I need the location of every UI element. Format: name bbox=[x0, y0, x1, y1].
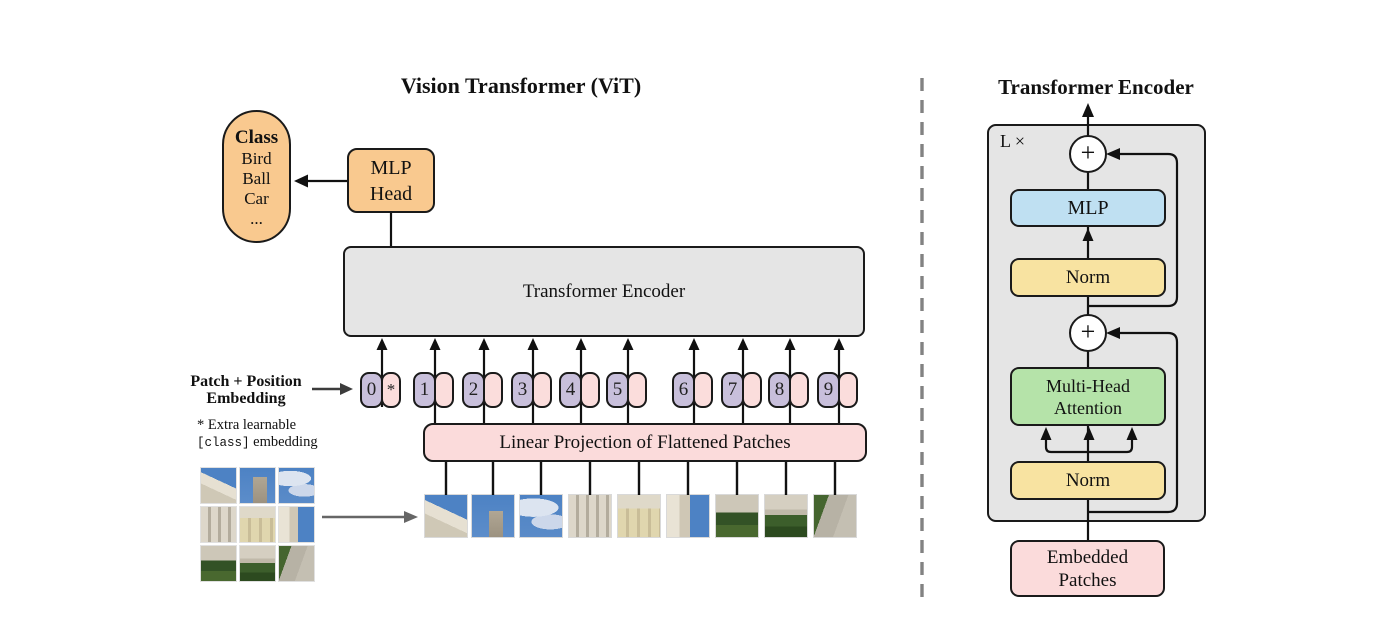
token-patch bbox=[789, 372, 809, 408]
class-output-pill: Class Bird Ball Car ... bbox=[222, 110, 291, 243]
image-patch-4 bbox=[568, 494, 612, 538]
plus-icon: + bbox=[1080, 316, 1096, 346]
token-position: 1 bbox=[413, 372, 436, 408]
token-patch bbox=[532, 372, 552, 408]
patch-position-embedding-label: Patch + Position Embedding bbox=[190, 373, 302, 407]
image-patch-5 bbox=[617, 494, 661, 538]
image-patch-2 bbox=[471, 494, 515, 538]
image-patch-1 bbox=[424, 494, 468, 538]
class-item: Car bbox=[244, 188, 269, 208]
plus-icon: + bbox=[1080, 137, 1096, 167]
image-patch-7 bbox=[715, 494, 759, 538]
mlp-head-line1: MLP bbox=[370, 156, 412, 179]
residual-add-top: + bbox=[1069, 135, 1107, 173]
linear-projection-box: Linear Projection of Flattened Patches bbox=[423, 423, 867, 462]
grid-patch-6 bbox=[278, 506, 315, 543]
image-patch-9 bbox=[813, 494, 857, 538]
transformer-encoder-box: Transformer Encoder bbox=[343, 246, 865, 337]
grid-patch-1 bbox=[200, 467, 237, 504]
patch-lines bbox=[444, 462, 837, 497]
token-position: 5 bbox=[606, 372, 629, 408]
loop-count-label: L × bbox=[1000, 131, 1025, 151]
token-patch bbox=[742, 372, 762, 408]
token-position: 2 bbox=[462, 372, 485, 408]
mlp-head-box: MLP Head bbox=[347, 148, 435, 213]
token-position: 4 bbox=[559, 372, 582, 408]
left-title: Vision Transformer (ViT) bbox=[400, 73, 642, 98]
token-position: 9 bbox=[817, 372, 840, 408]
class-token-code: [class] bbox=[197, 436, 250, 450]
norm-box-top: Norm bbox=[1010, 258, 1166, 297]
right-title: Transformer Encoder bbox=[998, 75, 1194, 99]
mlp-box: MLP bbox=[1010, 189, 1166, 227]
mlp-head-to-class-arrow bbox=[294, 174, 347, 188]
token-4: 4 bbox=[559, 372, 600, 408]
token-patch bbox=[580, 372, 600, 408]
token-position: 6 bbox=[672, 372, 695, 408]
embedded-patches-box: Embedded Patches bbox=[1010, 540, 1165, 597]
grid-patch-8 bbox=[239, 545, 276, 582]
multi-head-attention-box: Multi-Head Attention bbox=[1010, 367, 1166, 426]
token-patch bbox=[693, 372, 713, 408]
grid-patch-5 bbox=[239, 506, 276, 543]
norm-box-bottom: Norm bbox=[1010, 461, 1166, 500]
token-patch bbox=[627, 372, 647, 408]
token-patch bbox=[483, 372, 503, 408]
linear-projection-label: Linear Projection of Flattened Patches bbox=[499, 431, 791, 453]
class-item: ... bbox=[250, 208, 263, 228]
grid-patch-7 bbox=[200, 545, 237, 582]
image-patch-8 bbox=[764, 494, 808, 538]
residual-add-bottom: + bbox=[1069, 314, 1107, 352]
token-7: 7 bbox=[721, 372, 762, 408]
token-0: 0 * bbox=[360, 372, 401, 408]
token-position: 7 bbox=[721, 372, 744, 408]
class-item: Ball bbox=[242, 168, 271, 188]
qkv-fork-arrows bbox=[1040, 427, 1138, 454]
image-patch-6 bbox=[666, 494, 710, 538]
token-patch bbox=[434, 372, 454, 408]
footnote-line1: * Extra learnable bbox=[197, 417, 297, 433]
mlp-head-line2: Head bbox=[369, 182, 413, 205]
grid-patch-9 bbox=[278, 545, 315, 582]
token-1: 1 bbox=[413, 372, 454, 408]
grid-to-patches-arrow bbox=[322, 511, 418, 523]
token-patch bbox=[838, 372, 858, 408]
image-patch-3 bbox=[519, 494, 563, 538]
class-token-patch: * bbox=[381, 372, 401, 408]
grid-patch-4 bbox=[200, 506, 237, 543]
token-5: 5 bbox=[606, 372, 647, 408]
grid-patch-2 bbox=[239, 467, 276, 504]
patch-embed-arrow bbox=[312, 383, 353, 395]
token-position: 3 bbox=[511, 372, 534, 408]
token-3: 3 bbox=[511, 372, 552, 408]
token-8: 8 bbox=[768, 372, 809, 408]
footnote-line2: [class] embedding bbox=[197, 434, 318, 450]
token-2: 2 bbox=[462, 372, 503, 408]
token-9: 9 bbox=[817, 372, 858, 408]
token-6: 6 bbox=[672, 372, 713, 408]
class-pill-header: Class bbox=[234, 126, 279, 148]
transformer-encoder-label: Transformer Encoder bbox=[522, 280, 686, 302]
token-position: 8 bbox=[768, 372, 791, 408]
class-item: Bird bbox=[241, 148, 272, 168]
residual-connections bbox=[1088, 148, 1179, 514]
grid-patch-3 bbox=[278, 467, 315, 504]
token-position: 0 bbox=[360, 372, 383, 408]
